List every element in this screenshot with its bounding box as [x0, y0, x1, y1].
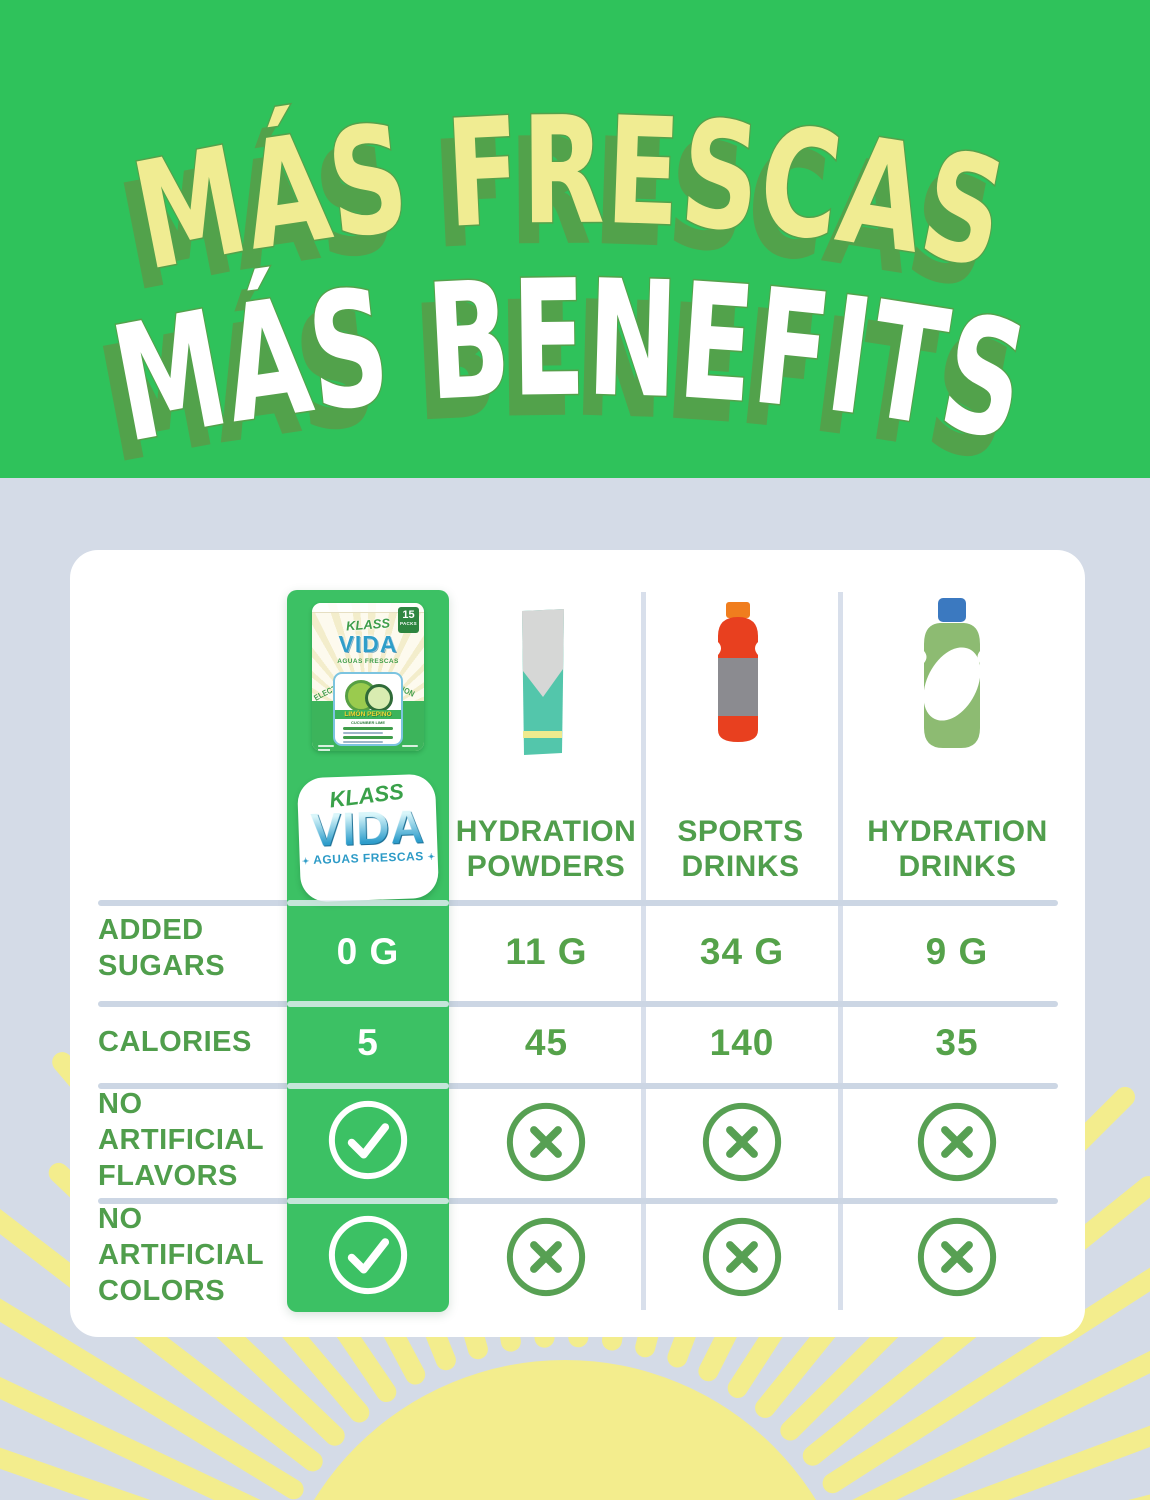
logo-name: VIDA: [298, 800, 437, 856]
powder-stick-icon: [522, 609, 564, 755]
packs-badge: 15 PACKS: [398, 607, 419, 633]
banner: MÁS FRESCAS MÁS FRESCAS MÁS BENEFITS MÁS…: [0, 0, 1150, 478]
added-sugars-hydration-drinks: 9 G: [925, 931, 989, 972]
title-line1: MÁS FRESCAS: [121, 85, 1018, 304]
calories-klass-vida: 5: [357, 1022, 379, 1063]
row-separator: [98, 1001, 1058, 1007]
sparkle-icon: ✦: [301, 856, 311, 867]
no-artificial-colors-sports-drinks x-icon: [699, 1214, 785, 1300]
packet-note-right: [402, 745, 418, 747]
row-separator: [98, 900, 1058, 906]
packet-flavor-en: CUCUMBER LIME: [351, 720, 385, 725]
packet-tagline: AGUAS FRESCAS: [337, 658, 399, 665]
row-separator-overlay: [287, 900, 449, 906]
column-separator: [641, 592, 646, 1310]
no-artificial-flavors-klass-vida check-icon: [325, 1097, 411, 1183]
packet-jar-label: LIMÓN PEPINO CUCUMBER LIME: [333, 672, 403, 746]
packet-flavor: LIMÓN PEPINO: [335, 710, 401, 719]
row-separator-overlay: [287, 1001, 449, 1007]
hydration-bottle-icon: [923, 598, 981, 748]
banner-title-graphic: MÁS FRESCAS MÁS FRESCAS MÁS BENEFITS MÁS…: [87, 83, 1041, 478]
row-separator: [98, 1083, 1058, 1089]
column-header-sports-drinks: SPORTS DRINKS: [677, 815, 804, 883]
no-artificial-flavors-hydration-powders x-icon: [503, 1099, 589, 1185]
no-artificial-flavors-sports-drinks x-icon: [699, 1099, 785, 1185]
no-artificial-colors-hydration-powders x-icon: [503, 1214, 589, 1300]
packs-count: 15: [402, 609, 415, 621]
added-sugars-hydration-powders: 11 G: [505, 931, 588, 972]
added-sugars-klass-vida: 0 G: [336, 931, 400, 972]
calories-sports-drinks: 140: [709, 1022, 775, 1063]
packet-name: VIDA: [338, 631, 398, 657]
packet-crimp: [312, 603, 424, 613]
packet-nutrient-lines: [343, 727, 393, 744]
klass-vida-packet-image: 15 PACKS KLASS VIDA AGUAS FRESCAS ELECTR…: [312, 603, 424, 751]
row-separator: [98, 1198, 1058, 1204]
row-label-added-sugars: ADDED SUGARS: [98, 914, 226, 982]
cucumber-icon: [365, 684, 393, 712]
row-separator-overlay: [287, 1198, 449, 1204]
row-label-no-artificial-flavors: NO ARTIFICIAL FLAVORS: [98, 1088, 264, 1192]
sports-bottle-icon: [718, 602, 758, 742]
no-artificial-colors-hydration-drinks x-icon: [914, 1214, 1000, 1300]
klass-vida-column: 15 PACKS KLASS VIDA AGUAS FRESCAS ELECTR…: [287, 590, 449, 1312]
sparkle-icon: ✦: [427, 851, 436, 863]
row-label-no-artificial-colors: NO ARTIFICIAL COLORS: [98, 1203, 264, 1307]
row-label-calories: CALORIES: [98, 1026, 252, 1058]
comparison-card: [70, 550, 1085, 1337]
packet-note-left: [318, 745, 334, 751]
added-sugars-sports-drinks: 34 G: [699, 931, 785, 972]
no-artificial-colors-klass-vida check-icon: [325, 1212, 411, 1298]
calories-hydration-powders: 45: [524, 1022, 569, 1063]
column-separator: [838, 592, 843, 1310]
row-separator-overlay: [287, 1083, 449, 1089]
column-header-hydration-powders: HYDRATION POWDERS: [455, 815, 637, 883]
packs-label: PACKS: [400, 621, 417, 626]
column-header-hydration-drinks: HYDRATION DRINKS: [867, 815, 1048, 883]
klass-vida-logo: KLASS VIDA ✦ AGUAS FRESCAS ✦: [296, 773, 440, 903]
no-artificial-flavors-hydration-drinks x-icon: [914, 1099, 1000, 1185]
calories-hydration-drinks: 35: [935, 1022, 979, 1063]
